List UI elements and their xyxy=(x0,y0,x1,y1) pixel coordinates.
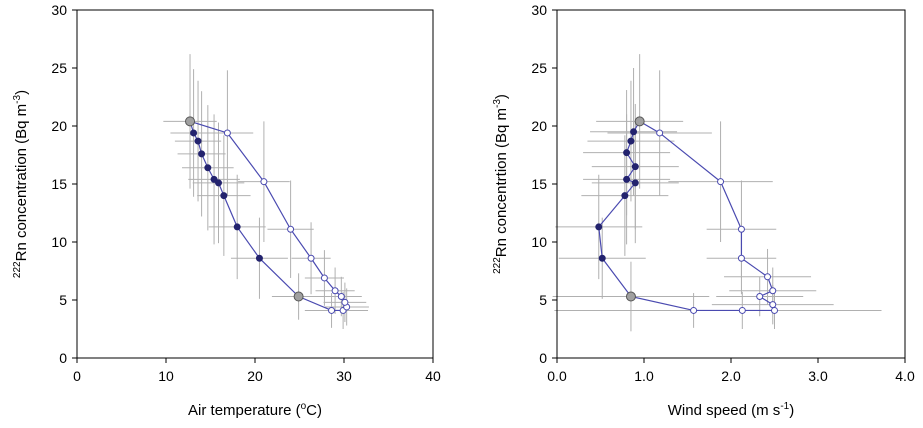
open-point xyxy=(769,301,777,309)
right-points xyxy=(595,116,778,314)
x-tick-label: 0.0 xyxy=(547,368,567,384)
filled-point xyxy=(631,163,639,171)
filled-point xyxy=(598,254,606,262)
open-point xyxy=(738,306,746,314)
y-tick-label: 30 xyxy=(531,2,547,18)
left-x-axis-label: Air temperature (oC) xyxy=(188,401,322,419)
open-point xyxy=(341,298,349,306)
y-tick-label: 30 xyxy=(51,2,67,18)
filled-point xyxy=(198,150,206,158)
open-point xyxy=(223,129,231,137)
open-point xyxy=(331,287,339,295)
left-panel: 0 10 20 30 40 0 5 10 15 20 25 30 Air temperature (… xyxy=(12,2,441,419)
left-plot-frame xyxy=(76,9,434,359)
filled-point xyxy=(631,179,639,187)
open-point xyxy=(764,273,772,281)
open-point xyxy=(737,254,745,262)
right-panel: 0.0 1.0 2.0 3.0 4.0 0 5 10 15 20 25 30 Wind speed … xyxy=(492,2,915,419)
x-tick-label: 10 xyxy=(158,368,174,384)
filled-point xyxy=(194,137,202,145)
highlight-point xyxy=(625,291,636,302)
left-errorbars xyxy=(163,54,369,329)
y-tick-label: 5 xyxy=(59,292,67,308)
y-tick-label: 20 xyxy=(51,118,67,134)
x-tick-label: 2.0 xyxy=(721,368,741,384)
y-tick-label: 10 xyxy=(51,234,67,250)
open-point xyxy=(320,274,328,282)
x-tick-label: 3.0 xyxy=(808,368,828,384)
right-errorbars xyxy=(552,54,882,332)
open-point xyxy=(769,287,777,295)
open-point xyxy=(260,178,268,186)
x-tick-label: 20 xyxy=(247,368,263,384)
y-tick-label: 15 xyxy=(51,176,67,192)
filled-point xyxy=(595,223,603,231)
filled-point xyxy=(220,192,228,200)
open-point xyxy=(756,293,764,301)
open-point xyxy=(690,306,698,314)
highlight-point xyxy=(185,116,196,127)
y-tick-label: 0 xyxy=(539,350,547,366)
y-tick-label: 15 xyxy=(531,176,547,192)
y-tick-label: 0 xyxy=(59,350,67,366)
left-y-axis-label: 222Rn concentration (Bq m-3) xyxy=(12,90,30,278)
filled-point xyxy=(630,128,638,136)
x-tick-label: 40 xyxy=(425,368,441,384)
open-point xyxy=(337,293,345,301)
filled-point xyxy=(190,129,198,137)
open-point xyxy=(771,306,778,314)
open-point xyxy=(656,129,664,137)
right-x-ticks: 0.0 1.0 2.0 3.0 4.0 xyxy=(547,358,915,384)
filled-point xyxy=(623,149,631,157)
filled-point xyxy=(623,175,631,183)
right-y-ticks: 0 5 10 15 20 25 30 xyxy=(531,2,557,366)
left-x-ticks: 0 10 20 30 40 xyxy=(73,358,441,384)
open-point xyxy=(717,178,725,186)
left-y-ticks: 0 5 10 15 20 25 30 xyxy=(51,2,77,366)
highlight-point xyxy=(634,116,645,127)
filled-point xyxy=(627,137,635,145)
right-x-axis-label: Wind speed (m s-1) xyxy=(668,401,794,419)
right-y-axis-label: 222Rn concentrtion (Bq m-3) xyxy=(492,94,510,274)
x-tick-label: 0 xyxy=(73,368,81,384)
left-series-line xyxy=(189,120,348,312)
filled-point xyxy=(255,254,263,262)
open-point xyxy=(287,225,295,233)
y-tick-label: 20 xyxy=(531,118,547,134)
y-tick-label: 10 xyxy=(531,234,547,250)
y-tick-label: 25 xyxy=(51,60,67,76)
right-plot-frame xyxy=(556,9,906,359)
x-tick-label: 30 xyxy=(336,368,352,384)
x-tick-label: 1.0 xyxy=(634,368,654,384)
open-point xyxy=(307,254,315,262)
filled-point xyxy=(210,175,218,183)
x-tick-label: 4.0 xyxy=(895,368,915,384)
y-tick-label: 5 xyxy=(539,292,547,308)
filled-point xyxy=(204,164,212,172)
open-point xyxy=(737,225,745,233)
left-points xyxy=(185,116,351,314)
filled-point xyxy=(233,223,241,231)
filled-point xyxy=(215,179,223,187)
open-point xyxy=(328,306,336,314)
y-tick-label: 25 xyxy=(531,60,547,76)
filled-point xyxy=(621,192,629,200)
highlight-point xyxy=(293,291,304,302)
